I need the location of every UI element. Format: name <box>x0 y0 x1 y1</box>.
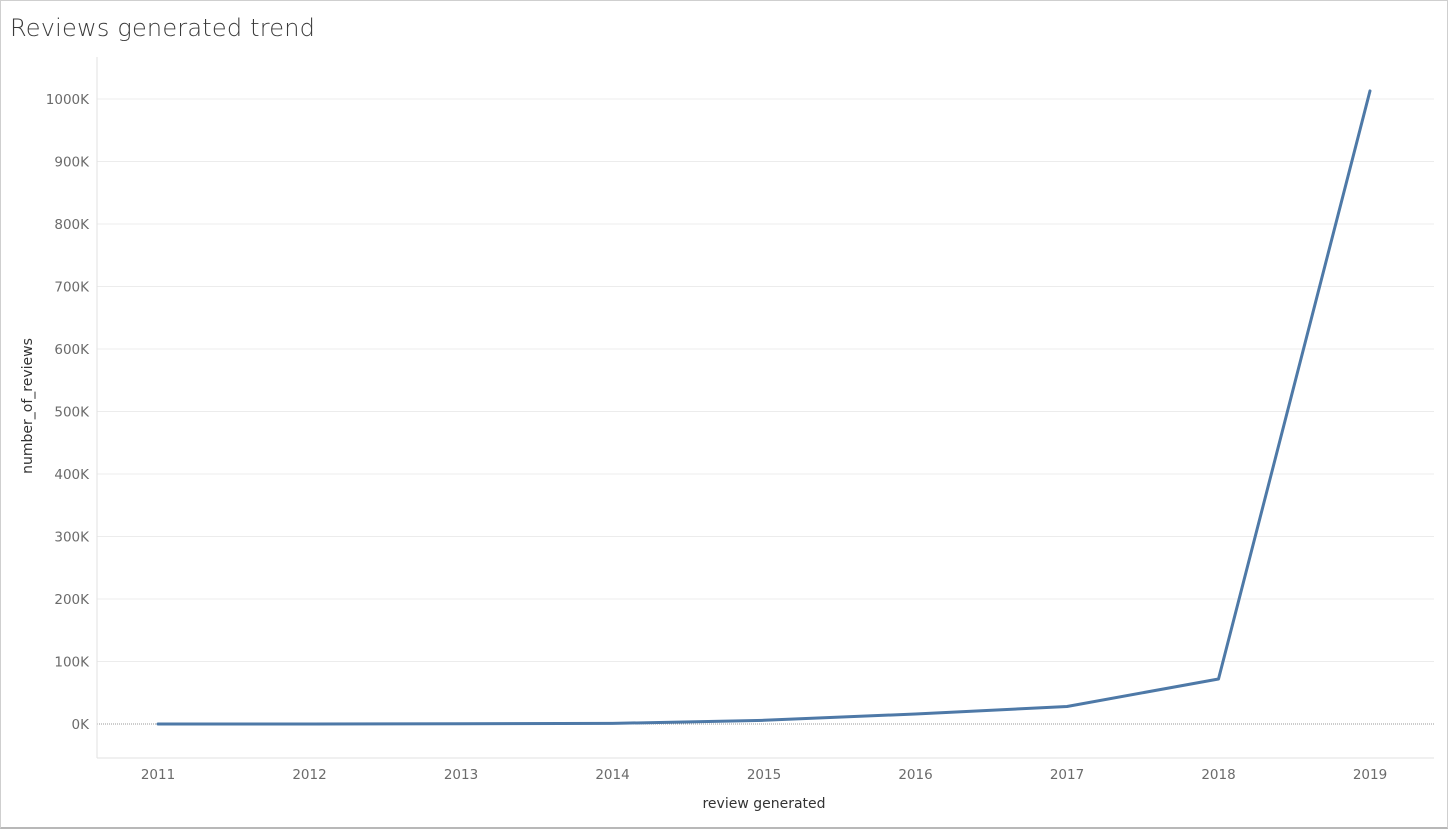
x-tick-label: 2018 <box>1201 767 1235 783</box>
x-tick-label: 2019 <box>1353 767 1387 783</box>
y-tick-label: 300K <box>54 530 90 546</box>
x-tick-label: 2013 <box>444 767 478 783</box>
y-tick-label: 900K <box>54 155 90 171</box>
x-tick-label: 2017 <box>1050 767 1084 783</box>
series-lines[interactable] <box>156 89 1372 726</box>
x-axis-title: review generated <box>702 796 825 812</box>
y-axis-title: number_of_reviews <box>20 338 36 474</box>
x-tick-label: 2011 <box>141 767 175 783</box>
x-tick-label: 2012 <box>292 767 326 783</box>
y-tick-label: 0K <box>72 717 91 733</box>
series-line[interactable] <box>156 89 1372 726</box>
chart-title: Reviews generated trend <box>10 14 316 42</box>
y-tick-label: 800K <box>54 217 90 233</box>
y-tick-label: 200K <box>54 592 90 608</box>
x-tick-labels: 2011 2012 2013 2014 2015 2016 2017 2018 2019 <box>141 767 1387 783</box>
y-tick-label: 500K <box>54 405 90 421</box>
y-tick-label: 700K <box>54 280 90 296</box>
y-tick-label: 1000K <box>46 92 90 108</box>
x-tick-label: 2016 <box>898 767 932 783</box>
gridlines <box>97 98 1434 725</box>
y-tick-label: 600K <box>54 342 90 358</box>
y-tick-label: 100K <box>54 655 90 671</box>
x-tick-label: 2014 <box>595 767 629 783</box>
y-tick-label: 400K <box>54 467 90 483</box>
y-tick-labels: 0K 100K 200K 300K 400K 500K 600K 700K 800K 900K 10… <box>46 92 90 733</box>
x-tick-label: 2015 <box>747 767 781 783</box>
